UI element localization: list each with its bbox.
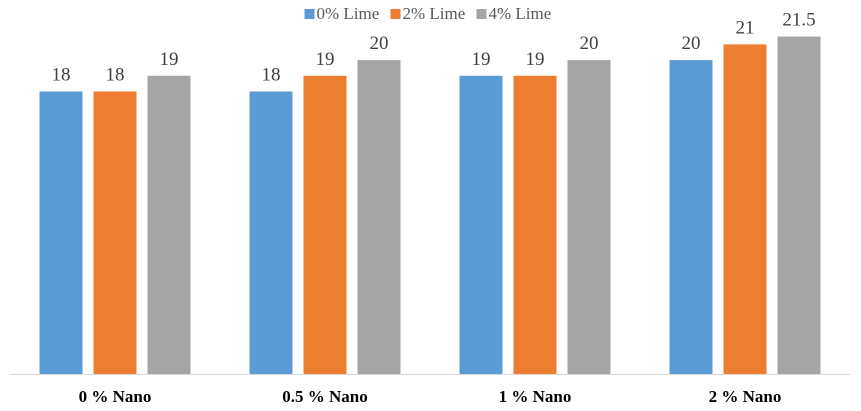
legend-label: 0% Lime [317,4,380,23]
bar-1-1 [39,91,83,374]
category-label: 1 % Nano [499,387,572,406]
legend-label: 4% Lime [489,4,552,23]
data-label-3-2: 19 [526,49,545,70]
legend-label: 2% Lime [403,4,466,23]
data-label-1-1: 18 [52,64,71,85]
data-label-1-2: 18 [106,64,125,85]
bar-4-1 [669,60,713,374]
category-labels-group: 0 % Nano 0.5 % Nano 1 % Nano 2 % Nano [79,387,782,406]
data-label-2-1: 18 [262,64,281,85]
category-label: 0 % Nano [79,387,152,406]
data-label-3-1: 19 [472,49,491,70]
category-label: 0.5 % Nano [282,387,367,406]
bar-3-3 [567,60,611,374]
bar-3-1 [459,75,503,374]
legend: 0% Lime 2% Lime 4% Lime [304,4,552,23]
bar-2-3 [357,60,401,374]
bar-2-2 [303,75,347,374]
bar-1-2 [93,91,137,374]
data-label-4-1: 20 [682,33,701,54]
bar-3-2 [513,75,557,374]
bar-4-3 [777,36,821,374]
bar-1-3 [147,75,191,374]
legend-swatch-2 [390,9,401,19]
data-label-4-3: 21.5 [782,10,815,31]
data-label-1-3: 19 [160,49,179,70]
category-label: 2 % Nano [709,387,782,406]
data-label-2-3: 20 [370,33,389,54]
bar-2-1 [249,91,293,374]
data-label-3-3: 20 [580,33,599,54]
bar-4-2 [723,44,767,374]
data-label-4-2: 21 [736,17,755,38]
value-labels-group: 18 18 19 18 19 20 19 19 20 20 21 21.5 [52,10,816,86]
bars-group [39,36,821,374]
legend-swatch-3 [476,9,487,19]
data-label-2-2: 19 [316,49,335,70]
legend-swatch-1 [304,9,315,19]
